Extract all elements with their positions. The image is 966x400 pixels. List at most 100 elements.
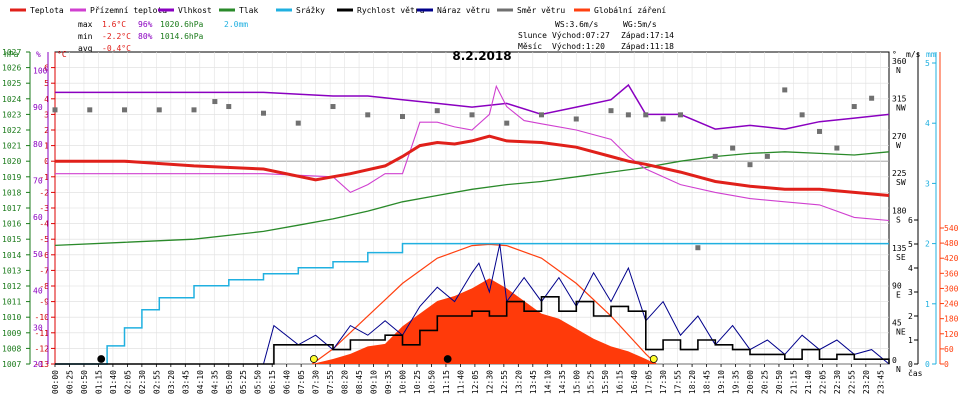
x-tick-label: 15:25 [587, 370, 596, 394]
x-tick-label: 14:35 [558, 370, 567, 394]
speed-tick-label: 4 [908, 264, 913, 273]
x-tick-label: 06:15 [268, 370, 277, 394]
wind-speed-stat: WS:3.6m/s [555, 20, 599, 29]
x-tick-label: 02:05 [123, 370, 132, 394]
moonset-marker [443, 355, 452, 363]
direction-tick-label: 315 [892, 94, 907, 103]
direction-tick-dir: E [896, 290, 901, 299]
x-tick-label: 20:50 [775, 370, 784, 394]
wind-gust-stat: WG:5m/s [623, 20, 657, 29]
pressure-tick-label: 1021 [2, 142, 21, 151]
wind-direction-point [799, 112, 805, 118]
humidity-tick-label: 100 [33, 66, 48, 75]
temp-tick-label: -7 [39, 266, 49, 275]
humidity-tick-label: 50 [33, 250, 43, 259]
moonset-time: Západ:11:18 [621, 42, 674, 51]
wind-direction-point [212, 99, 218, 105]
wind-direction-point [295, 120, 301, 126]
humidity-line [55, 83, 890, 130]
wind-direction-point [156, 107, 162, 113]
wind-direction-point [52, 107, 58, 113]
stat-min-press: 1014.6hPa [160, 32, 204, 41]
x-tick-label: 08:45 [355, 370, 364, 394]
x-tick-label: 22:55 [847, 370, 856, 394]
legend-label: Srážky [296, 6, 325, 15]
radiation-tick-label: 0 [944, 360, 949, 369]
x-tick-label: 00:25 [65, 370, 74, 394]
direction-tick-dir: N [896, 66, 901, 75]
sun-label: Slunce [518, 31, 547, 40]
temp-tick-label: -4 [39, 220, 49, 229]
wind-direction-point [695, 245, 701, 251]
x-tick-label: 14:10 [543, 370, 552, 394]
wind-direction-point [834, 145, 840, 151]
temp-tick-label: -1 [39, 173, 49, 182]
x-tick-label: 17:55 [674, 370, 683, 394]
temp-tick-label: 1 [44, 142, 49, 151]
direction-tick-label: 90 [892, 281, 902, 290]
humidity-tick-label: 70 [33, 176, 43, 185]
rain-unit: mm [926, 50, 936, 59]
direction-tick-dir: NE [896, 328, 906, 337]
radiation-tick-label: 360 [944, 269, 959, 278]
wind-direction-point [782, 87, 788, 93]
x-tick-label: 15:50 [601, 370, 610, 394]
wind-direction-point [573, 116, 579, 122]
chart-title: 8.2.2018 [452, 49, 511, 63]
x-tick-label: 19:35 [732, 370, 741, 394]
x-tick-label: 02:30 [138, 370, 147, 394]
stat-max-label: max [78, 20, 93, 29]
temp-unit: °C [57, 50, 67, 59]
temp-tick-label: -11 [35, 329, 50, 338]
moonrise-time: Východ:1:20 [552, 42, 605, 51]
speed-tick-label: 2 [908, 312, 913, 321]
x-tick-label: 22:05 [818, 370, 827, 394]
x-tick-label: 10:00 [399, 370, 408, 394]
wind-direction-point [712, 153, 718, 159]
x-tick-label: 07:30 [312, 370, 321, 394]
sunrise-marker [309, 355, 318, 363]
wind-direction-point [226, 104, 232, 110]
x-tick-label: 18:45 [703, 370, 712, 394]
x-tick-label: 03:20 [167, 370, 176, 394]
x-tick-label: 00:50 [80, 370, 89, 394]
speed-tick-label: 0 [908, 360, 913, 369]
direction-tick-dir: SW [896, 178, 906, 187]
humidity-tick-label: 30 [33, 323, 43, 332]
direction-tick-label: 360 [892, 57, 907, 66]
pressure-unit: hPa [4, 50, 19, 59]
pressure-tick-label: 1018 [2, 188, 21, 197]
wind-direction-point [365, 112, 371, 118]
x-tick-label: 17:05 [645, 370, 654, 394]
x-tick-label: 21:40 [804, 370, 813, 394]
pressure-tick-label: 1025 [2, 79, 21, 88]
humidity-tick-label: 80 [33, 140, 43, 149]
speed-tick-label: 6 [908, 216, 913, 225]
temp-tick-label: -6 [39, 251, 49, 260]
x-tick-label: 12:30 [485, 370, 494, 394]
temp-tick-label: -12 [35, 344, 50, 353]
x-tick-label: 16:40 [630, 370, 639, 394]
wind-speed-line [55, 296, 890, 365]
x-tick-label: 01:15 [94, 370, 103, 394]
stat-max-hum: 96% [138, 20, 153, 29]
direction-unit: ° [892, 50, 897, 59]
legend-label: Tlak [239, 6, 258, 15]
pressure-tick-label: 1015 [2, 235, 21, 244]
x-tick-label: 19:10 [717, 370, 726, 394]
x-tick-label: 01:40 [109, 370, 118, 394]
temp-tick-label: 6 [44, 64, 49, 73]
x-tick-label: 07:55 [326, 370, 335, 394]
direction-tick-dir: S [896, 216, 901, 225]
temp-tick-label: 5 [44, 79, 49, 88]
stat-min-hum: 80% [138, 32, 153, 41]
x-tick-label: 04:10 [196, 370, 205, 394]
x-tick-label: 08:20 [341, 370, 350, 394]
radiation-area [312, 278, 657, 364]
humidity-tick-label: 90 [33, 103, 43, 112]
pressure-tick-label: 1009 [2, 329, 21, 338]
temp-tick-label: 4 [44, 95, 49, 104]
speed-unit: m/s [906, 50, 921, 59]
radiation-tick-label: 480 [944, 239, 959, 248]
